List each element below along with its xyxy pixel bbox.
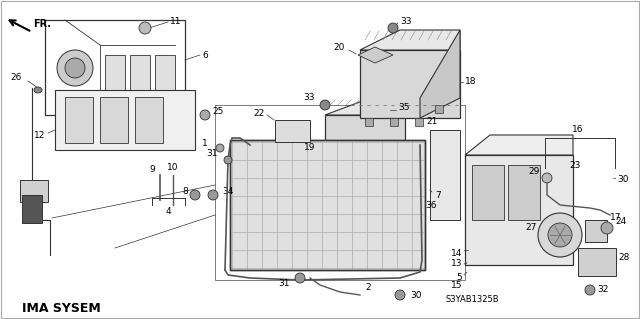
Bar bbox=[332, 175, 340, 183]
Bar bbox=[390, 118, 398, 126]
Bar bbox=[508, 165, 540, 220]
Text: 34: 34 bbox=[222, 188, 234, 197]
Bar bbox=[415, 118, 423, 126]
Text: 8: 8 bbox=[182, 188, 188, 197]
Text: 12: 12 bbox=[34, 130, 45, 139]
Bar bbox=[100, 97, 128, 143]
Bar bbox=[22, 195, 42, 223]
Circle shape bbox=[320, 100, 330, 110]
Polygon shape bbox=[360, 30, 460, 50]
Text: 24: 24 bbox=[615, 218, 627, 226]
Bar bbox=[325, 115, 405, 175]
Text: 18: 18 bbox=[465, 78, 477, 86]
Text: 36: 36 bbox=[425, 201, 436, 210]
Text: 26: 26 bbox=[10, 73, 21, 83]
Text: 4: 4 bbox=[165, 207, 171, 217]
Polygon shape bbox=[465, 135, 573, 155]
Text: 31: 31 bbox=[278, 279, 290, 288]
Text: 15: 15 bbox=[451, 280, 462, 290]
Text: 31: 31 bbox=[207, 150, 218, 159]
Circle shape bbox=[57, 50, 93, 86]
Bar bbox=[365, 118, 373, 126]
Text: 7: 7 bbox=[435, 190, 441, 199]
Text: 30: 30 bbox=[617, 175, 628, 184]
Text: 19: 19 bbox=[303, 144, 315, 152]
Circle shape bbox=[208, 190, 218, 200]
Text: 11: 11 bbox=[170, 18, 182, 26]
Circle shape bbox=[200, 110, 210, 120]
Text: 33: 33 bbox=[400, 18, 412, 26]
Text: S3YAB1325B: S3YAB1325B bbox=[445, 295, 499, 305]
Circle shape bbox=[548, 223, 572, 247]
Circle shape bbox=[395, 290, 405, 300]
Text: 13: 13 bbox=[451, 259, 462, 269]
Text: 23: 23 bbox=[570, 160, 580, 169]
Text: 10: 10 bbox=[167, 164, 179, 173]
Circle shape bbox=[190, 190, 200, 200]
Bar bbox=[275, 120, 310, 142]
Bar bbox=[20, 180, 48, 202]
Bar bbox=[378, 175, 386, 183]
Text: 33: 33 bbox=[303, 93, 315, 102]
Bar bbox=[578, 248, 616, 276]
Text: 21: 21 bbox=[426, 117, 438, 127]
Circle shape bbox=[388, 23, 398, 33]
Bar bbox=[230, 140, 425, 270]
Circle shape bbox=[585, 285, 595, 295]
Circle shape bbox=[216, 144, 224, 152]
Bar bbox=[585, 220, 607, 242]
Bar bbox=[430, 130, 460, 220]
Bar bbox=[130, 55, 150, 90]
Circle shape bbox=[224, 156, 232, 164]
Text: 35: 35 bbox=[398, 103, 410, 113]
Polygon shape bbox=[325, 100, 405, 115]
Text: 5: 5 bbox=[456, 273, 462, 283]
Text: 27: 27 bbox=[525, 224, 537, 233]
Circle shape bbox=[601, 222, 613, 234]
Bar bbox=[355, 175, 363, 183]
Bar bbox=[215, 105, 465, 280]
Bar bbox=[105, 55, 125, 90]
Bar bbox=[435, 105, 443, 113]
Text: IMA SYSEM: IMA SYSEM bbox=[22, 301, 100, 315]
Ellipse shape bbox=[34, 87, 42, 93]
Bar bbox=[360, 50, 460, 118]
Text: 25: 25 bbox=[212, 108, 223, 116]
Text: FR.: FR. bbox=[33, 19, 51, 29]
Bar bbox=[135, 97, 163, 143]
Circle shape bbox=[65, 58, 85, 78]
Text: 29: 29 bbox=[529, 167, 540, 176]
Text: 22: 22 bbox=[253, 108, 265, 117]
Text: 17: 17 bbox=[610, 213, 621, 222]
Text: 1: 1 bbox=[202, 138, 208, 147]
Bar bbox=[65, 97, 93, 143]
Bar bbox=[465, 155, 573, 265]
Text: 16: 16 bbox=[572, 125, 584, 135]
Text: 9: 9 bbox=[149, 166, 155, 174]
Circle shape bbox=[139, 22, 151, 34]
Text: 2: 2 bbox=[365, 284, 371, 293]
Bar bbox=[472, 165, 504, 220]
Text: 20: 20 bbox=[333, 43, 345, 53]
Text: 32: 32 bbox=[597, 286, 609, 294]
Circle shape bbox=[538, 213, 582, 257]
Polygon shape bbox=[420, 30, 460, 118]
Text: 14: 14 bbox=[451, 249, 462, 257]
Text: 6: 6 bbox=[202, 50, 208, 60]
Bar bbox=[155, 55, 175, 90]
Bar bbox=[398, 175, 406, 183]
Circle shape bbox=[542, 173, 552, 183]
Bar bbox=[230, 140, 425, 270]
Circle shape bbox=[295, 273, 305, 283]
Polygon shape bbox=[358, 47, 393, 63]
Text: 30: 30 bbox=[410, 291, 422, 300]
Text: 28: 28 bbox=[618, 254, 629, 263]
Bar bbox=[55, 90, 195, 150]
